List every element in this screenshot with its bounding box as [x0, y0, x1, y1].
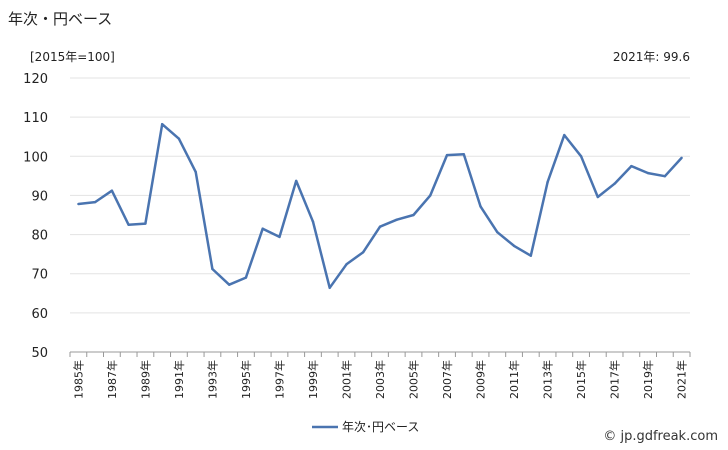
- data-point: [563, 133, 566, 137]
- data-point: [211, 267, 214, 271]
- y-tick-label: 110: [23, 111, 48, 126]
- data-point: [244, 276, 248, 279]
- data-point: [663, 175, 667, 178]
- x-tick-label: 1999年: [306, 360, 320, 399]
- x-tick-label: 1987年: [105, 360, 119, 399]
- x-tick-label: 1991年: [172, 360, 186, 399]
- data-point: [680, 156, 683, 160]
- x-axis: 1985年 1987年 1989年 1991年 1993年 1995年 1997年 1999年…: [69, 352, 691, 399]
- data-point: [93, 200, 97, 204]
- data-point: [462, 153, 465, 156]
- data-point: [596, 195, 600, 199]
- unit-label: [2015年=100]: [30, 50, 115, 64]
- data-point: [362, 250, 365, 254]
- data-point: [529, 254, 533, 257]
- data-point: [479, 205, 482, 208]
- data-point: [345, 263, 348, 266]
- data-point: [261, 227, 264, 230]
- y-tick-label: 60: [31, 307, 48, 322]
- data-point: [646, 171, 650, 175]
- data-point: [378, 225, 382, 228]
- x-tick-label: 1997年: [272, 360, 286, 399]
- x-tick-label: 1989年: [138, 360, 152, 399]
- data-point: [160, 122, 164, 126]
- credit-text: © jp.gdfreak.com: [603, 429, 718, 444]
- data-point: [512, 244, 516, 248]
- y-tick-label: 120: [23, 72, 48, 87]
- x-tick-label: 2001年: [339, 360, 353, 399]
- x-tick-label: 1993年: [205, 360, 219, 399]
- x-tick-label: 2019年: [641, 360, 655, 399]
- chart-title: 年次・円ベース: [8, 10, 113, 28]
- x-tick-label: 2005年: [407, 360, 421, 399]
- series-line: [78, 122, 683, 290]
- y-tick-label: 80: [31, 229, 48, 244]
- data-point: [278, 235, 281, 239]
- data-point: [445, 153, 449, 157]
- data-point: [227, 283, 231, 286]
- data-point: [77, 202, 80, 206]
- data-point: [579, 155, 583, 158]
- data-point: [613, 182, 616, 185]
- data-point: [144, 222, 147, 225]
- data-point: [630, 164, 633, 168]
- data-point: [546, 180, 549, 184]
- x-tick-label: 2013年: [541, 360, 555, 399]
- x-tick-label: 2007年: [440, 360, 454, 399]
- data-point: [395, 218, 398, 221]
- data-point: [429, 194, 432, 197]
- x-tick-label: 1995年: [239, 360, 253, 399]
- x-tick-label: 1985年: [71, 360, 85, 399]
- x-tick-label: 2003年: [373, 360, 387, 399]
- y-tick-label: 70: [31, 268, 48, 283]
- y-tick-label: 50: [31, 346, 48, 361]
- data-point: [194, 170, 197, 174]
- data-point: [177, 137, 181, 140]
- y-tick-label: 100: [23, 150, 48, 165]
- data-point: [295, 179, 298, 183]
- data-point: [412, 213, 415, 217]
- data-point: [328, 286, 331, 290]
- legend: 年次･円ベース: [312, 420, 419, 434]
- gridlines: [70, 77, 690, 353]
- y-tick-label: 90: [31, 189, 48, 204]
- y-axis-ticks: 50 60 70 80 90 100 110 120: [23, 72, 48, 361]
- x-tick-label: 2021年: [675, 360, 689, 399]
- legend-label: 年次･円ベース: [342, 420, 419, 434]
- data-point: [496, 231, 499, 234]
- data-point: [311, 220, 315, 223]
- x-tick-label: 2011年: [507, 360, 521, 399]
- x-tick-label: 2015年: [574, 360, 588, 399]
- x-tick-label: 2009年: [474, 360, 488, 399]
- series-layer: [77, 122, 683, 290]
- data-point: [110, 189, 114, 192]
- latest-value-label: 2021年: 99.6: [612, 50, 690, 64]
- data-point: [127, 223, 130, 226]
- x-tick-label: 2017年: [608, 360, 622, 399]
